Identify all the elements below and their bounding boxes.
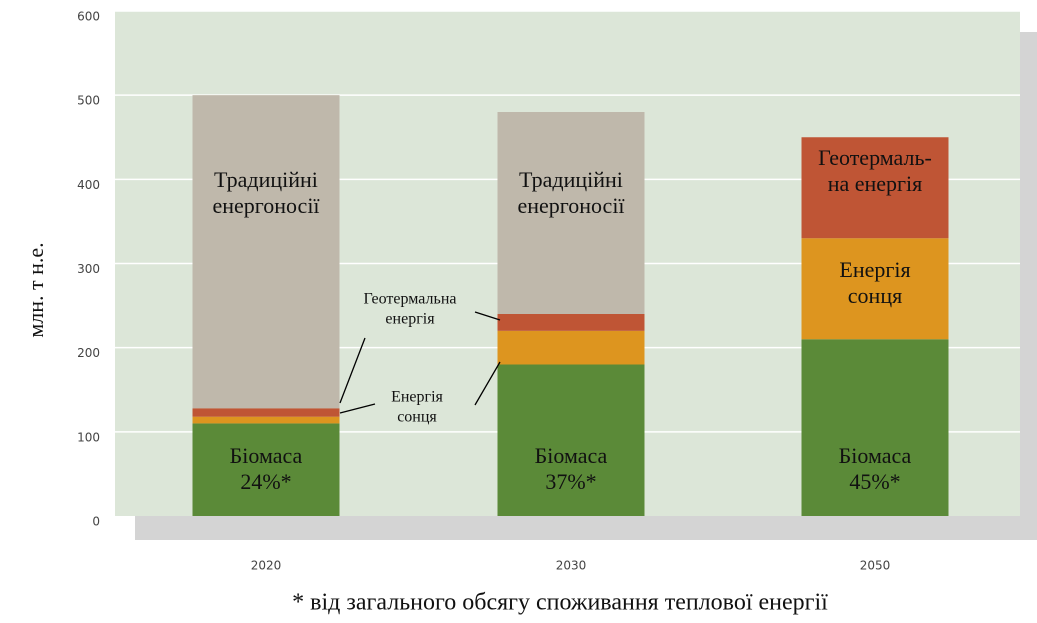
bar-segment — [497, 364, 645, 516]
x-tick-label: 2030 — [556, 559, 587, 573]
x-tick-label: 2050 — [860, 559, 891, 573]
annotation: енергія — [385, 311, 435, 328]
annotation: Енергія — [839, 257, 910, 282]
annotation: енергоносії — [212, 193, 320, 218]
annotation: Біомаса — [230, 443, 303, 468]
y-tick-label: 500 — [77, 94, 100, 108]
shadow-right — [1020, 32, 1037, 540]
y-tick-label: 200 — [77, 346, 100, 360]
y-tick-label: 300 — [77, 262, 100, 276]
footnote: * від загального обсягу споживання тепло… — [292, 590, 828, 616]
y-tick-label: 400 — [77, 178, 100, 192]
annotation: Геотермаль- — [818, 145, 932, 170]
bar-segment — [192, 423, 340, 516]
shadow-bottom — [135, 516, 1025, 540]
annotation: Традиційні — [519, 167, 623, 192]
x-tick-label: 2020 — [251, 559, 282, 573]
annotation: Біомаса — [535, 443, 608, 468]
bar-segment — [192, 408, 340, 417]
leader-line — [339, 337, 366, 404]
y-tick-label: 600 — [77, 10, 100, 24]
annotation: Традиційні — [214, 167, 318, 192]
annotation: 24%* — [240, 469, 291, 494]
annotation: сонця — [397, 409, 437, 426]
annotation: 45%* — [849, 469, 900, 494]
bar-segment — [192, 95, 340, 409]
bar-segment — [497, 314, 645, 331]
leader-line — [339, 403, 376, 414]
bar-segment — [801, 238, 949, 340]
leader-line — [474, 361, 501, 406]
annotation: Енергія — [391, 389, 443, 406]
annotation: на енергія — [828, 171, 923, 196]
annotation: Геотермальна — [364, 291, 457, 308]
bar-segment — [801, 137, 949, 239]
y-axis-label: млн. т н.е. — [23, 242, 48, 337]
bar-segment — [497, 112, 645, 314]
annotation: 37%* — [545, 469, 596, 494]
annotation: енергоносії — [517, 193, 625, 218]
annotation: сонця — [848, 283, 902, 308]
bar-segment — [192, 416, 340, 424]
y-tick-label: 0 — [92, 515, 100, 529]
bar-segment — [497, 330, 645, 365]
y-tick-label: 100 — [77, 430, 100, 444]
annotation: Біомаса — [839, 443, 912, 468]
bar-segment — [801, 339, 949, 516]
leader-line — [474, 311, 501, 321]
